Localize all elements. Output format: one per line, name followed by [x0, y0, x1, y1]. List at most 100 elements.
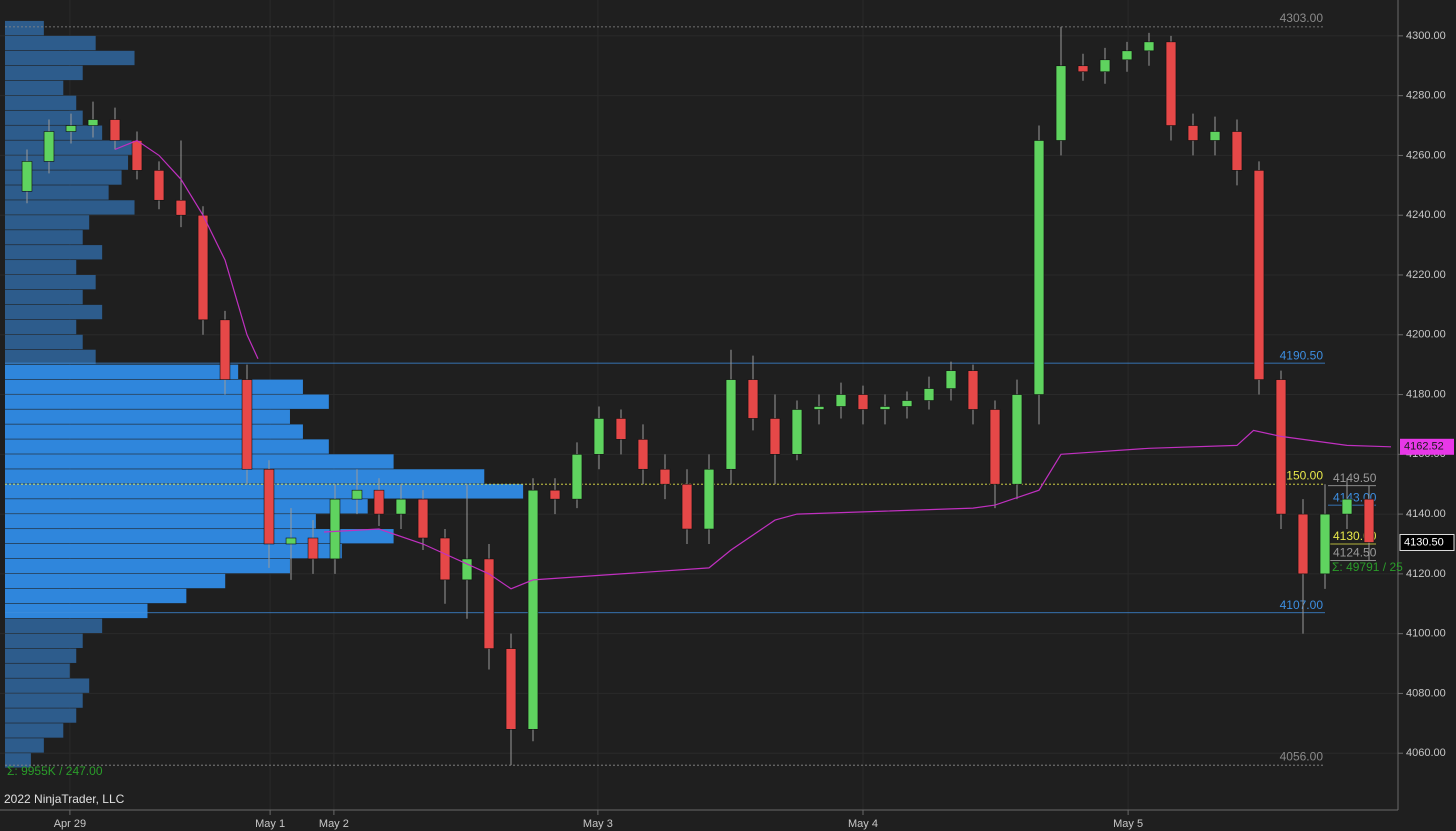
- profile-bar: [5, 663, 70, 678]
- profile-bar: [5, 80, 64, 96]
- profile-bar: [5, 529, 394, 544]
- x-tick-label: May 1: [255, 818, 285, 830]
- candle-body: [923, 388, 935, 401]
- profile-bar: [5, 50, 135, 66]
- y-tick-label: 4100.00: [1406, 628, 1446, 640]
- x-tick-label: May 2: [319, 818, 349, 830]
- profile-bar: [5, 753, 31, 768]
- candle-body: [747, 379, 759, 419]
- candle-body: [1363, 498, 1375, 543]
- candle-body: [1319, 513, 1331, 575]
- candle-body: [109, 119, 121, 141]
- level-label: 4150.00: [1280, 468, 1324, 482]
- profile-bar: [5, 260, 77, 275]
- candle-body: [1341, 498, 1353, 515]
- candle-body: [395, 498, 407, 515]
- value-area-label: 4107.00: [1280, 598, 1324, 612]
- profile-bar: [5, 738, 44, 753]
- candle-body: [813, 406, 825, 410]
- candle-body: [219, 319, 231, 380]
- candle-body: [703, 468, 715, 530]
- candle-body: [351, 489, 363, 500]
- profile-bar: [5, 603, 148, 619]
- y-tick-label: 4200.00: [1406, 329, 1446, 341]
- profile-bar: [5, 274, 96, 290]
- profile-bar: [5, 454, 394, 469]
- profile-bar: [5, 35, 96, 51]
- y-tick-label: 4260.00: [1406, 149, 1446, 161]
- profile-bar: [5, 379, 303, 394]
- candle-body: [241, 379, 253, 470]
- candle-body: [65, 125, 77, 132]
- profile-bar: [5, 245, 103, 260]
- candle-body: [263, 468, 275, 545]
- candle-body: [659, 468, 671, 485]
- overlay-layer: [114, 139, 1392, 590]
- profile-bar: [5, 394, 329, 409]
- candle-body: [769, 418, 781, 455]
- candle-body: [791, 409, 803, 455]
- candle-body: [1165, 41, 1177, 126]
- candle-body: [725, 379, 737, 470]
- candle-body: [637, 439, 649, 470]
- profile-bar: [5, 319, 77, 335]
- profile-bar: [5, 499, 368, 514]
- sum-label: Σ: 9955K / 247.00: [7, 764, 103, 778]
- profile-bar: [5, 95, 77, 110]
- candle-body: [1209, 131, 1221, 141]
- profile-bar: [5, 708, 77, 723]
- candle-body: [879, 406, 891, 410]
- profile-bar: [5, 110, 83, 125]
- profile-bar: [5, 543, 342, 559]
- candle-body: [329, 498, 341, 560]
- x-tick-label: Apr 29: [54, 818, 86, 830]
- profile-bar: [5, 215, 90, 230]
- candle-body: [681, 483, 693, 530]
- y-tick-label: 4060.00: [1406, 747, 1446, 759]
- candle-body: [593, 418, 605, 455]
- candle-body: [373, 489, 385, 515]
- candle-body: [1121, 50, 1133, 61]
- candle-body: [461, 558, 473, 581]
- profile-bar: [5, 648, 77, 663]
- profile-bar: [5, 573, 226, 589]
- candle-body: [1033, 140, 1045, 395]
- profile-bar: [5, 65, 83, 81]
- side-level-label: 4124.50: [1333, 546, 1377, 560]
- candle-body: [945, 370, 957, 389]
- candle-body: [1231, 131, 1243, 171]
- level-label: 4303.00: [1280, 11, 1324, 25]
- profile-bar: [5, 185, 109, 200]
- candle-body: [857, 394, 869, 410]
- profile-bar: [5, 304, 103, 320]
- candle-body: [439, 537, 451, 581]
- candle-body: [43, 131, 55, 162]
- profile-bar: [5, 409, 290, 424]
- x-tick-label: May 3: [583, 818, 613, 830]
- profile-bar: [5, 140, 135, 155]
- candle-body: [527, 489, 539, 730]
- side-level-label: 4149.50: [1333, 471, 1377, 485]
- profile-bar: [5, 618, 103, 634]
- candle-body: [989, 409, 1001, 485]
- x-tick-label: May 5: [1113, 818, 1143, 830]
- profile-bar: [5, 20, 44, 36]
- candle-body: [1297, 513, 1309, 575]
- y-tick-label: 4280.00: [1406, 90, 1446, 102]
- candle-body: [131, 140, 143, 171]
- candle-body: [1253, 170, 1265, 380]
- volume-profile: [5, 20, 524, 768]
- candle-body: [483, 558, 495, 649]
- profile-bar: [5, 633, 83, 648]
- candle-body: [21, 161, 33, 192]
- profile-bar: [5, 334, 83, 350]
- candle-body: [307, 537, 319, 560]
- profile-bar: [5, 230, 83, 245]
- profile-bar: [5, 439, 329, 454]
- profile-bar: [5, 514, 316, 529]
- candle-body: [1055, 65, 1067, 141]
- profile-bar: [5, 364, 239, 379]
- copyright: 2022 NinjaTrader, LLC: [4, 792, 125, 806]
